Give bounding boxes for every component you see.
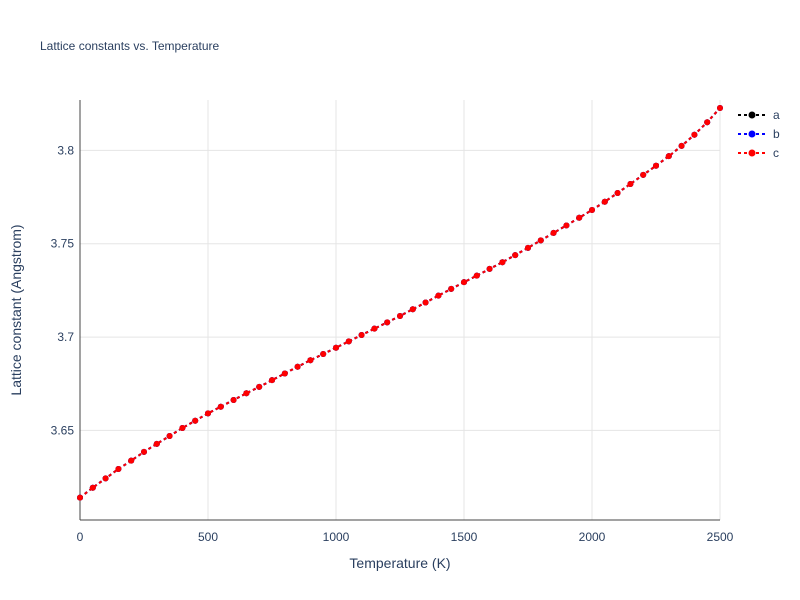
data-point-c — [230, 396, 237, 403]
legend-item-c[interactable]: c — [738, 146, 779, 160]
legend-label: c — [773, 146, 779, 160]
data-point-c — [371, 325, 378, 332]
data-point-c — [537, 237, 544, 244]
legend-swatch-marker — [748, 149, 756, 157]
data-point-c — [115, 466, 122, 473]
data-point-c — [141, 448, 147, 455]
data-point-c — [345, 338, 352, 345]
data-point-c — [269, 377, 275, 384]
y-tick-label: 3.8 — [57, 143, 74, 157]
legend-item-a[interactable]: a — [738, 108, 780, 122]
data-point-c — [512, 252, 519, 259]
data-point-c — [499, 259, 506, 266]
legend-label: a — [773, 108, 780, 122]
data-point-c — [665, 153, 672, 160]
y-tick-label: 3.7 — [57, 330, 74, 344]
data-point-c — [409, 306, 416, 313]
data-point-c — [717, 105, 723, 112]
data-point-c — [384, 319, 391, 326]
x-tick-label: 1500 — [451, 530, 478, 544]
legend-item-b[interactable]: b — [738, 127, 780, 141]
x-axis-title: Temperature (K) — [349, 555, 450, 571]
grid — [80, 100, 721, 520]
data-point-c — [128, 457, 135, 464]
data-point-c — [627, 181, 634, 187]
data-point-c — [397, 312, 403, 319]
data-point-c — [461, 279, 467, 286]
data-point-c — [205, 410, 211, 417]
data-point-c — [435, 292, 442, 299]
data-point-c — [294, 363, 301, 370]
x-tick-label: 500 — [198, 530, 218, 544]
data-point-c — [166, 433, 173, 439]
data-point-c — [563, 222, 570, 229]
data-point-c — [486, 265, 493, 272]
data-point-c — [89, 484, 96, 491]
data-point-c — [550, 229, 557, 236]
data-point-c — [256, 383, 263, 390]
data-point-c — [307, 357, 314, 364]
data-point-c — [525, 244, 531, 251]
y-axis-title: Lattice constant (Angstrom) — [8, 224, 24, 395]
x-tick-label: 1000 — [323, 530, 350, 544]
data-point-c — [422, 299, 429, 306]
data-point-c — [179, 424, 186, 431]
plot-area — [77, 105, 723, 501]
data-point-c — [614, 189, 621, 196]
y-tick-label: 3.75 — [51, 237, 75, 251]
data-point-c — [589, 206, 595, 213]
data-point-c — [576, 214, 583, 221]
data-point-c — [704, 119, 711, 126]
data-point-c — [653, 162, 659, 169]
axes — [79, 100, 720, 521]
data-point-c — [358, 332, 365, 339]
data-point-c — [691, 131, 698, 138]
legend-swatch-marker — [748, 130, 756, 138]
data-point-c — [320, 351, 327, 358]
data-point-c — [473, 272, 480, 279]
x-tick-label: 2000 — [579, 530, 606, 544]
data-point-c — [77, 494, 83, 501]
data-point-c — [601, 198, 608, 205]
data-point-c — [678, 142, 685, 149]
data-point-c — [102, 475, 109, 482]
legend[interactable]: abc — [738, 108, 780, 160]
x-tick-label: 2500 — [707, 530, 734, 544]
data-point-c — [217, 403, 224, 410]
data-point-c — [333, 344, 339, 351]
data-point-c — [243, 390, 250, 397]
data-point-c — [281, 370, 288, 377]
chart-title: Lattice constants vs. Temperature — [40, 39, 220, 53]
y-tick-label: 3.65 — [51, 423, 75, 437]
data-point-c — [153, 440, 160, 447]
tick-labels: 0 500 1000 1500 2000 2500 3.65 3.7 3.75 3.8 — [51, 143, 734, 544]
data-point-c — [192, 417, 199, 424]
data-point-c — [448, 285, 455, 292]
x-tick-label: 0 — [77, 530, 84, 544]
data-point-c — [640, 171, 647, 178]
legend-swatch-marker — [748, 111, 756, 119]
legend-label: b — [773, 127, 780, 141]
